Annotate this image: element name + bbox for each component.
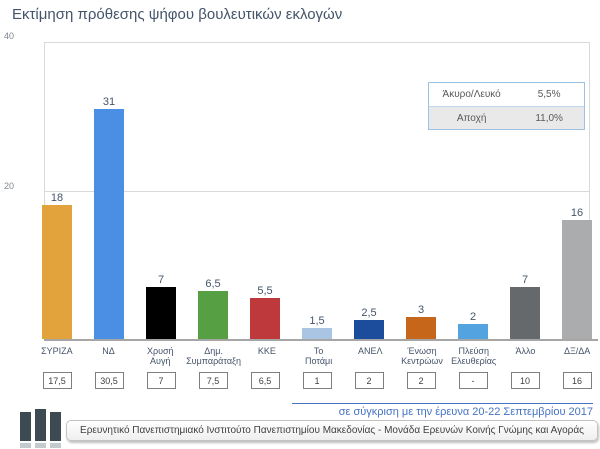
previous-value-cell-to-potami: 1 — [291, 372, 343, 389]
y-axis-tick-20: 20 — [3, 181, 14, 191]
bar-enosi-kentroon — [406, 316, 436, 339]
x-axis-label-dxda: ΔΞ/ΔΑ — [563, 346, 591, 356]
logo-bar — [50, 412, 61, 441]
bar-value-label-syriza: 18 — [50, 192, 64, 205]
previous-value-cell-allo: 10 — [499, 372, 551, 389]
bar-value-label-kke: 5,5 — [257, 285, 273, 298]
x-axis-label-chrysi-avgi: Χρυσή Αυγή — [146, 346, 174, 367]
legend-table: Άκυρο/Λευκό 5,5% Αποχή 11,0% — [428, 82, 585, 130]
bar-anel — [354, 320, 384, 339]
comparison-note-divider — [292, 403, 593, 404]
previous-value-cell-chrysi-avgi: 7 — [135, 372, 187, 389]
bar-slot-syriza: 18 — [31, 42, 83, 339]
bar-slot-allo: 7 — [499, 42, 551, 339]
bar-value-label-dxda: 16 — [570, 207, 584, 220]
bar-dxda — [562, 220, 592, 339]
bar-syriza — [42, 205, 72, 339]
previous-value-box-syriza: 17,5 — [42, 372, 72, 389]
previous-value-box-dim-symparataxi: 7,5 — [198, 372, 228, 389]
previous-value-box-nd: 30,5 — [94, 372, 124, 389]
x-axis-label-anel: ΑΝΕΛ — [358, 346, 383, 356]
x-axis-line — [44, 339, 598, 341]
page-title: Εκτίμηση πρόθεσης ψήφου βουλευτικών εκλο… — [12, 6, 343, 23]
bar-value-label-plefsi-eleftherias: 2 — [469, 311, 477, 324]
gridline-20 — [44, 191, 590, 192]
bar-chrysi-avgi — [146, 287, 176, 339]
previous-values-row: 17,5 30,5 7 7,5 6,5 1 2 2 - 10 16 — [31, 372, 600, 389]
bar-slot-enosi-kentroon: 3 — [395, 42, 447, 339]
y-axis-tick-40: 40 — [3, 31, 14, 41]
bar-value-label-nd: 31 — [102, 95, 116, 108]
previous-value-box-kke: 6,5 — [250, 372, 280, 389]
previous-value-box-enosi-kentroon: 2 — [406, 372, 436, 389]
previous-value-cell-nd: 30,5 — [83, 372, 135, 389]
logo-bar — [20, 412, 31, 441]
legend-label: Άκυρο/Λευκό — [442, 89, 501, 100]
bar-slot-anel: 2,5 — [343, 42, 395, 339]
bar-slot-chrysi-avgi: 7 — [135, 42, 187, 339]
bar-slot-to-potami: 1,5 — [291, 42, 343, 339]
legend-value: 11,0% — [535, 112, 563, 124]
x-axis-label-kke: ΚΚΕ — [257, 346, 276, 356]
previous-value-box-to-potami: 1 — [302, 372, 332, 389]
bar-slot-dim-symparataxi: 6,5 — [187, 42, 239, 339]
legend-row-abstention: Αποχή 11,0% — [429, 106, 584, 129]
x-axis-label-syriza: ΣΥΡΙΖΑ — [41, 346, 73, 356]
bar-slot-plefsi-eleftherias: 2 — [447, 42, 499, 339]
x-axis-label-plefsi-eleftherias: Πλεύση Ελευθερίας — [451, 346, 497, 367]
university-logo-icon — [20, 409, 64, 441]
previous-value-box-anel: 2 — [354, 372, 384, 389]
bar-allo — [510, 287, 540, 339]
x-axis-labels-row: ΣΥΡΙΖΑ ΝΔ Χρυσή Αυγή Δημ. Συμπαράταξη ΚΚΕ Το Ποτ… — [31, 346, 600, 366]
previous-value-cell-syriza: 17,5 — [31, 372, 83, 389]
bar-value-label-chrysi-avgi: 7 — [157, 274, 165, 286]
x-axis-label-allo: Άλλο — [515, 346, 536, 356]
previous-value-box-chrysi-avgi: 7 — [146, 372, 176, 389]
footer-credit: Ερευνητικό Πανεπιστημιακό Ινστιτούτο Παν… — [66, 420, 598, 441]
logo-reflection — [20, 443, 61, 448]
previous-value-cell-dxda: 16 — [551, 372, 600, 389]
bar-value-label-allo: 7 — [521, 274, 529, 286]
bar-to-potami — [302, 327, 332, 339]
bar-value-label-enosi-kentroon: 3 — [417, 303, 425, 316]
previous-value-box-plefsi-eleftherias: - — [458, 372, 488, 389]
x-axis-label-enosi-kentroon: Ένωση Κεντρώων — [401, 346, 443, 367]
previous-value-cell-plefsi-eleftherias: - — [447, 372, 499, 389]
previous-value-cell-kke: 6,5 — [239, 372, 291, 389]
legend-label: Αποχή — [456, 112, 487, 124]
bars-row: 18 31 7 6,5 5,5 1,5 2,5 3 2 7 16 — [31, 42, 600, 339]
bar-slot-kke: 5,5 — [239, 42, 291, 339]
previous-value-cell-enosi-kentroon: 2 — [395, 372, 447, 389]
bar-plefsi-eleftherias — [458, 324, 488, 339]
bar-kke — [250, 298, 280, 339]
previous-value-cell-dim-symparataxi: 7,5 — [187, 372, 239, 389]
bar-slot-dxda: 16 — [551, 42, 600, 339]
bar-nd — [94, 108, 124, 339]
x-axis-label-dim-symparataxi: Δημ. Συμπαράταξη — [186, 346, 242, 367]
x-axis-label-nd: ΝΔ — [102, 346, 115, 356]
bar-value-label-dim-symparataxi: 6,5 — [205, 277, 221, 290]
comparison-note: σε σύγκριση με την έρευνα 20-22 Σεπτεμβρ… — [338, 406, 593, 418]
previous-value-box-dxda: 16 — [562, 372, 592, 389]
bar-value-label-anel: 2,5 — [361, 307, 377, 320]
bar-dim-symparataxi — [198, 290, 228, 339]
previous-value-box-allo: 10 — [510, 372, 540, 389]
previous-value-cell-anel: 2 — [343, 372, 395, 389]
bar-value-label-to-potami: 1,5 — [309, 314, 325, 327]
legend-row-invalid-blank: Άκυρο/Λευκό 5,5% — [429, 83, 584, 106]
bar-slot-nd: 31 — [83, 42, 135, 339]
legend-value: 5,5% — [537, 89, 561, 100]
x-axis-label-to-potami: Το Ποτάμι — [305, 346, 333, 367]
logo-bar — [35, 409, 46, 441]
